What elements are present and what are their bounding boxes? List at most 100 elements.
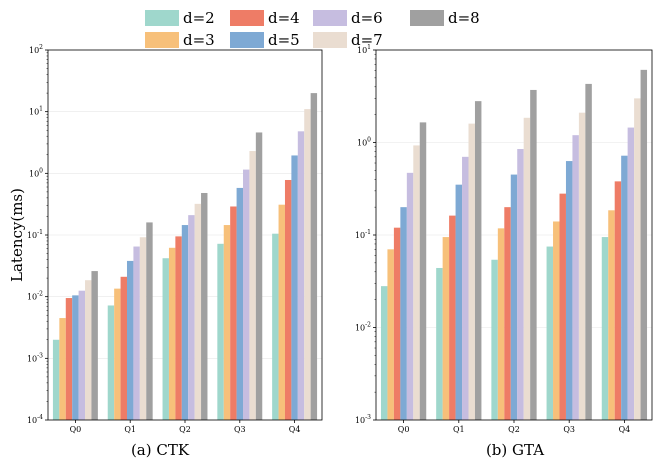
legend-swatch-d2: [145, 10, 179, 26]
x-tick-label: Q2: [179, 425, 191, 434]
y-tick-label: 101: [29, 106, 43, 117]
x-tick-label: Q1: [453, 425, 465, 434]
legend-swatch-d8: [410, 10, 444, 26]
bar-q1-d8: [146, 222, 153, 420]
bar-q4-d4: [284, 179, 292, 420]
bar-q0-d6: [406, 172, 414, 420]
bar-q3-d4: [559, 193, 566, 420]
bar-q3-d5: [236, 187, 244, 420]
bar-q3-d3: [223, 225, 231, 420]
bar-q3-d3: [553, 221, 560, 420]
x-tick-label: Q1: [124, 425, 136, 434]
bar-q3-d4: [230, 206, 237, 420]
legend-label: d=7: [351, 31, 383, 49]
bar-q0-d4: [393, 227, 401, 420]
bar-q4-d5: [291, 155, 298, 420]
bar-q1-d4: [449, 215, 456, 420]
bar-q0-d7: [413, 145, 420, 420]
legend-label: d=5: [268, 31, 300, 49]
bar-q2-d4: [175, 236, 182, 420]
bar-q4-d5: [621, 155, 628, 420]
bar-q2-d4: [504, 207, 511, 420]
legend-swatch-d5: [230, 32, 264, 48]
chart-caption: (a) CTK: [131, 441, 190, 459]
bar-q2-d7: [194, 203, 202, 420]
y-tick-label: 10-3: [27, 352, 43, 363]
x-tick-label: Q4: [619, 425, 631, 434]
bar-q3-d8: [255, 132, 263, 421]
bar-q2-d5: [181, 225, 189, 420]
bar-q1-d7: [468, 123, 475, 421]
bar-q1-d4: [120, 276, 127, 420]
y-tick-label: 102: [29, 44, 43, 55]
bar-q2-d6: [517, 149, 524, 420]
legend-label: d=4: [268, 9, 300, 27]
bar-q3-d2: [217, 243, 224, 420]
x-tick-label: Q4: [289, 425, 301, 434]
legend-label: d=2: [183, 9, 215, 27]
bar-q4-d6: [297, 131, 305, 420]
bar-q4-d6: [627, 127, 635, 421]
bar-q1-d5: [455, 184, 463, 420]
bar-q2-d3: [168, 247, 176, 420]
bar-q3-d6: [243, 169, 250, 420]
legend-label: d=8: [448, 9, 480, 27]
bar-q2-d8: [201, 192, 208, 420]
y-tick-label: 100: [357, 137, 371, 148]
x-tick-label: Q0: [398, 425, 410, 434]
legend-swatch-d4: [230, 10, 264, 26]
plot-frame: [375, 49, 653, 421]
bar-q3-d7: [249, 151, 256, 420]
y-tick-label: 101: [357, 44, 371, 55]
bar-q4-d7: [634, 98, 641, 421]
bar-q0-d6: [78, 290, 86, 420]
plot-frame: [47, 49, 323, 421]
bar-q1-d6: [462, 156, 469, 420]
bar-q3-d7: [578, 112, 586, 421]
bar-q0-d5: [72, 295, 79, 420]
bar-q1-d6: [133, 246, 140, 420]
bar-q0-d8: [91, 271, 98, 420]
bar-q2-d8: [530, 89, 537, 420]
bar-q3-d6: [572, 135, 579, 421]
x-tick-label: Q3: [563, 425, 575, 434]
bar-q4-d7: [304, 109, 311, 420]
bar-q0-d2: [52, 339, 60, 420]
x-tick-label: Q2: [508, 425, 520, 434]
y-axis-label: Latency(ms): [8, 188, 26, 282]
legend-label: d=3: [183, 31, 215, 49]
bar-q0-d2: [380, 286, 388, 420]
bar-q1-d8: [474, 101, 482, 420]
bar-q1-d2: [436, 267, 443, 420]
bar-q0-d3: [387, 249, 394, 420]
x-tick-label: Q3: [234, 425, 246, 434]
bar-q1-d3: [442, 237, 450, 420]
bar-q3-d8: [585, 83, 592, 420]
y-tick-label: 10-4: [27, 414, 43, 425]
legend-swatch-d6: [313, 10, 347, 26]
legend-swatch-d7: [313, 32, 347, 48]
chart-ctk: 10-4 10-3 10-2 10-1 100 101 102 Q0 Q1 Q2 Q3 Q4 Laten…: [8, 44, 323, 459]
bar-q0-d4: [65, 298, 73, 420]
y-tick-label: 10-2: [27, 291, 43, 302]
bar-q2-d3: [497, 228, 505, 420]
bar-q1-d3: [114, 288, 121, 420]
bar-q4-d2: [272, 233, 279, 420]
bar-q2-d2: [491, 259, 498, 420]
y-tick-label: 10-3: [355, 414, 371, 425]
bar-q0-d5: [400, 207, 407, 420]
bar-q1-d7: [139, 237, 147, 420]
bar-q0-d3: [59, 318, 66, 420]
bar-q4-d8: [640, 69, 648, 420]
bar-q2-d7: [523, 117, 531, 420]
bar-q0-d7: [85, 280, 92, 420]
y-tick-label: 10-1: [355, 229, 371, 240]
legend-label: d=6: [351, 9, 383, 27]
bar-q4-d3: [608, 210, 615, 420]
bar-q4-d3: [278, 204, 285, 420]
legend: d=2 d=3 d=4 d=5 d=6 d=7 d=8: [145, 9, 480, 49]
bar-q4-d8: [310, 93, 318, 420]
bar-q2-d6: [188, 215, 195, 420]
bar-q4-d2: [601, 237, 609, 420]
